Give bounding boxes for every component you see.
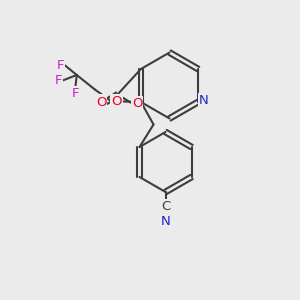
Text: N: N — [160, 215, 170, 228]
Text: O: O — [96, 95, 106, 109]
Text: C: C — [161, 200, 170, 213]
Text: F: F — [54, 74, 62, 87]
Text: F: F — [71, 87, 79, 100]
Text: F: F — [56, 59, 64, 72]
Text: N: N — [199, 94, 208, 107]
Text: O: O — [132, 97, 142, 110]
Text: O: O — [111, 95, 122, 108]
